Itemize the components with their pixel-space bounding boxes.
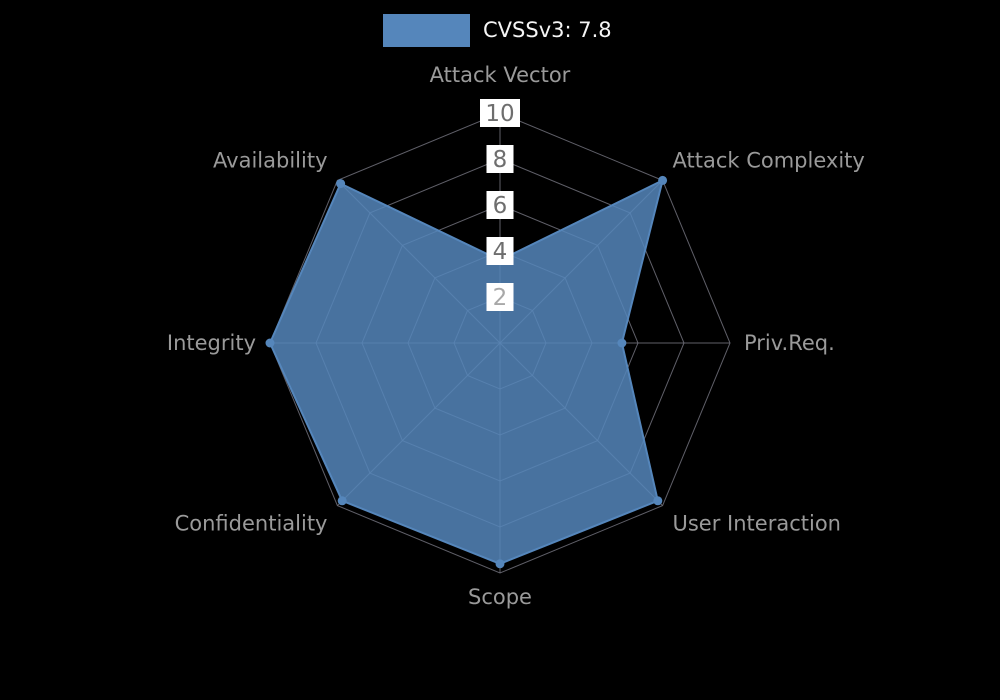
tick-label-box [486,283,514,311]
legend-label: CVSSv3: 7.8 [483,18,612,42]
data-point [495,559,505,569]
axis-label: Attack Vector [430,63,571,87]
axis-label: Priv.Req. [744,331,835,355]
axis-label: User Interaction [673,512,841,536]
axis-label: Integrity [167,331,256,355]
tick-label-box [480,99,520,127]
tick-label: 10 [485,101,514,127]
tick-label: 2 [493,285,508,311]
data-point [653,496,663,506]
data-point [337,496,347,506]
data-point [617,338,627,348]
tick-label-box [486,145,514,173]
tick-label-box [486,191,514,219]
axis-label: Availability [213,149,327,173]
data-polygon [269,179,664,565]
axis-label: Confidentiality [175,512,328,536]
axis-label: Attack Complexity [673,149,865,173]
tick-label: 8 [493,147,508,173]
data-point [265,338,275,348]
tick-label: 4 [493,239,508,265]
tick-label-box [486,237,514,265]
tick-label: 6 [493,193,508,219]
data-point [658,175,668,185]
legend: CVSSv3: 7.8 [383,14,612,47]
legend-swatch [383,14,470,47]
axis-label: Scope [468,585,532,609]
data-point [336,179,346,189]
